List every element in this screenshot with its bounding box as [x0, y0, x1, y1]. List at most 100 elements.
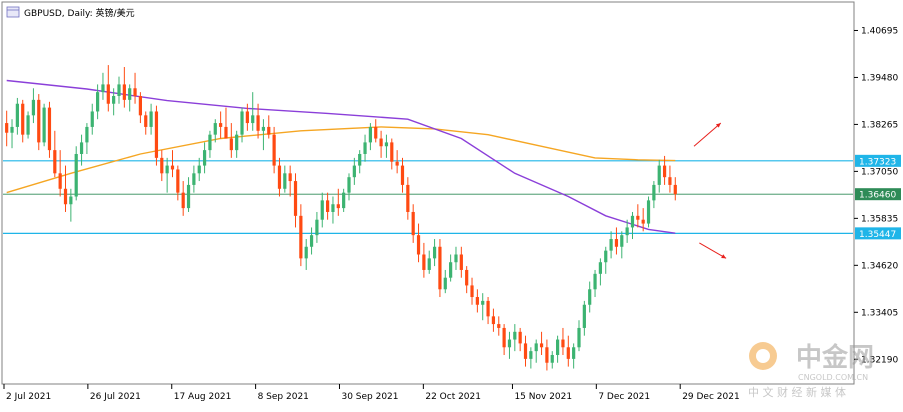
candle-body	[598, 262, 602, 274]
price-tag-bg	[855, 154, 901, 167]
candle-body	[277, 165, 282, 189]
candle-body	[331, 204, 335, 212]
candle-body	[5, 123, 9, 133]
candle-body	[149, 111, 153, 127]
candle-body	[229, 138, 233, 151]
candle-body	[614, 239, 619, 247]
candle-body	[459, 254, 463, 270]
candle-body	[427, 258, 431, 270]
candle-body	[379, 138, 383, 147]
candle-body	[668, 177, 672, 185]
candle-body	[122, 84, 126, 100]
candle-body	[438, 246, 442, 290]
candle-body	[363, 142, 367, 154]
trend-arrow-head	[721, 254, 727, 259]
price-axis: 1.40695 1.39480 1.38265 1.37050 1.35835 1.346…	[854, 26, 898, 365]
cngold-logo-icon-inner	[756, 349, 770, 363]
candle-body	[502, 327, 506, 348]
candle-body	[256, 115, 260, 131]
candle-body	[165, 165, 169, 174]
candle-body	[106, 84, 110, 104]
candle-body	[507, 339, 512, 348]
moving-averages	[6, 79, 676, 234]
candle-body	[662, 165, 667, 178]
candle-body	[400, 165, 405, 185]
candle-body	[673, 184, 677, 195]
candle-body	[534, 343, 538, 352]
candle-body	[320, 200, 324, 220]
candle-body	[170, 165, 175, 170]
candle-body	[37, 99, 41, 143]
candle-body	[47, 107, 52, 151]
candle-body	[112, 96, 116, 104]
ma-fast-line	[6, 79, 676, 234]
candle-body	[513, 331, 517, 340]
x-tick-label: 17 Aug 2021	[174, 392, 232, 402]
y-tick-label: 1.32190	[861, 355, 898, 365]
price-tags: 1.37323 1.36460 1.35447	[855, 154, 901, 240]
candle-body	[288, 173, 292, 182]
candle-body	[593, 273, 597, 290]
candle-body	[272, 134, 276, 166]
candle-body	[529, 351, 533, 359]
trend-arrow-head	[715, 123, 721, 128]
candle-body	[384, 142, 389, 147]
candle-body	[181, 192, 185, 209]
x-tick-label: 15 Nov 2021	[514, 392, 572, 402]
candle-body	[390, 142, 394, 162]
candle-body	[539, 343, 544, 348]
price-tag-label: 1.35447	[859, 230, 896, 240]
candle-body	[31, 99, 36, 116]
candle-body	[368, 126, 372, 143]
candle-body	[15, 103, 19, 127]
candle-body	[432, 246, 437, 259]
trend-arrow-line	[693, 122, 722, 147]
candle-body	[416, 235, 421, 255]
y-tick-label: 1.33405	[861, 308, 898, 318]
candle-body	[443, 277, 447, 290]
candle-body	[283, 173, 287, 189]
candle-body	[74, 153, 78, 197]
candle-body	[582, 304, 586, 328]
horizontal-levels	[3, 160, 853, 234]
candle-body	[85, 126, 89, 143]
candle-body	[523, 343, 528, 359]
candle-body	[449, 262, 453, 278]
candle-body	[646, 200, 651, 224]
candle-body	[192, 173, 196, 185]
candle-body	[10, 126, 14, 133]
x-tick-label: 30 Sep 2021	[341, 392, 398, 402]
candle-body	[620, 235, 624, 247]
candle-body	[53, 150, 57, 174]
x-tick-label: 29 Dec 2021	[682, 392, 740, 402]
time-axis: 2 Jul 2021 26 Jul 2021 17 Aug 2021 8 Sep 20…	[3, 384, 740, 402]
candle-body	[422, 254, 426, 270]
x-tick-label: 7 Dec 2021	[598, 392, 650, 402]
watermark-site: CNGOLD.COM.CN	[798, 373, 868, 382]
candle-body	[224, 126, 228, 139]
candle-body	[219, 123, 223, 127]
watermark-main: 中金网	[796, 342, 874, 373]
candle-body	[630, 215, 635, 228]
candle-body	[470, 285, 474, 298]
ma-slow-line	[6, 126, 676, 194]
candle-body	[545, 347, 549, 363]
x-tick-label: 2 Jul 2021	[6, 392, 51, 402]
candle-body	[101, 84, 105, 93]
candle-body	[240, 111, 244, 135]
candle-body	[454, 254, 458, 263]
candle-body	[374, 126, 378, 139]
y-tick-label: 1.39480	[861, 73, 898, 83]
candle-body	[42, 107, 46, 143]
candle-body	[609, 239, 613, 251]
candle-body	[208, 134, 212, 151]
candle-body	[406, 184, 410, 212]
x-tick-label: 8 Sep 2021	[258, 392, 309, 402]
candle-body	[657, 165, 661, 185]
candle-body	[652, 184, 656, 201]
candle-body	[342, 192, 346, 209]
candle-body	[69, 196, 73, 205]
price-tag-label: 1.37323	[859, 157, 896, 167]
